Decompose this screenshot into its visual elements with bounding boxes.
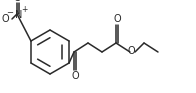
- Text: O: O: [127, 46, 135, 56]
- Text: −: −: [6, 8, 14, 17]
- Text: O: O: [113, 14, 121, 24]
- Text: O: O: [71, 71, 79, 81]
- Text: +: +: [21, 5, 27, 15]
- Text: O: O: [13, 0, 21, 3]
- Text: N: N: [15, 10, 23, 20]
- Text: O: O: [1, 14, 9, 24]
